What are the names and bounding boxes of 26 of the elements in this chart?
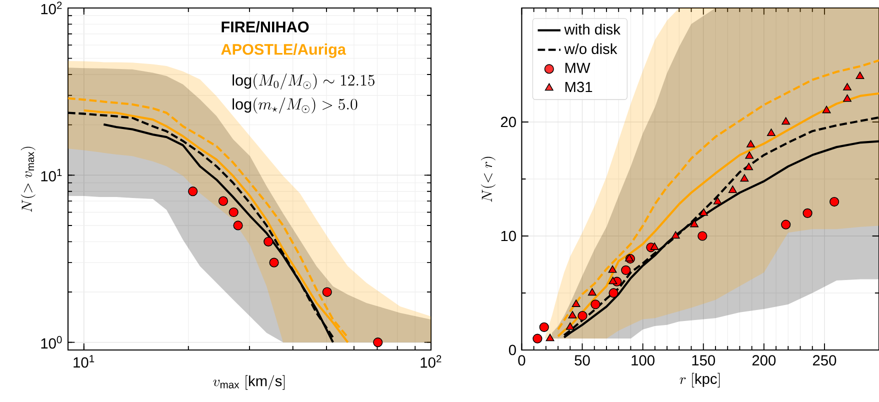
x-tick-label: 10$^{1}$ bbox=[74, 355, 94, 368]
y-axis-title: $N(>v_\mathrm{max})$ bbox=[20, 146, 36, 212]
legend-label: with disk bbox=[564, 24, 620, 35]
legend-label: M31 bbox=[565, 82, 592, 92]
y-tick-label: 10 bbox=[501, 230, 516, 242]
y-axis-title: $N(<r)$ bbox=[480, 156, 496, 202]
x-axis-title: $v_\mathrm{max}\ \mathrm{[km/s]}$ bbox=[213, 375, 285, 390]
x-tick-label: 0 bbox=[518, 355, 526, 366]
y-tick-label: 10$^{2}$ bbox=[41, 2, 62, 14]
y-tick-label: 20 bbox=[500, 116, 516, 128]
legend-label: MW bbox=[565, 62, 590, 73]
x-tick-label: 200 bbox=[752, 355, 776, 366]
annotation: APOSTLE/Auriga bbox=[221, 44, 346, 58]
x-tick-label: 100 bbox=[632, 355, 654, 366]
legend-label: w/o disk bbox=[564, 43, 618, 54]
y-tick-label: 0 bbox=[508, 344, 516, 356]
x-axis-title: $r\ \mathrm{[kpc]}$ bbox=[680, 372, 720, 388]
y-tick-label: 10$^{1}$ bbox=[41, 168, 62, 182]
y-tick-label: 10$^{0}$ bbox=[41, 336, 62, 349]
annotation: FIRE/NIHAO bbox=[222, 21, 309, 33]
annotation: $\log(M_0/M_\odot)\sim 12.15$ bbox=[232, 74, 374, 90]
x-tick-label: 50 bbox=[574, 355, 590, 366]
x-tick-label: 250 bbox=[812, 355, 836, 366]
annotation: $\log(m_\star/M_\odot)>5.0$ bbox=[232, 97, 358, 114]
x-tick-label: 150 bbox=[692, 355, 716, 366]
x-tick-label: 10$^{2}$ bbox=[420, 355, 442, 368]
